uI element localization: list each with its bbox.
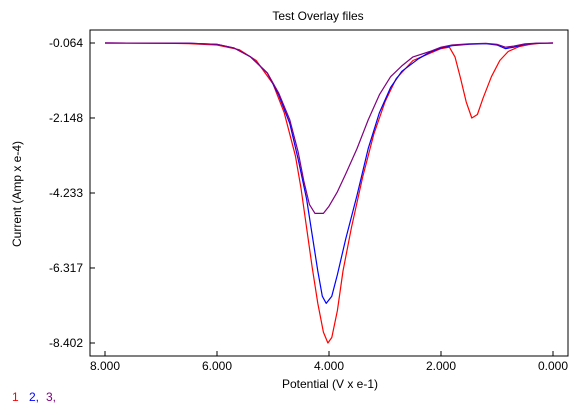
series-line-3: [104, 42, 554, 214]
legend-entry-2: 2,: [29, 390, 39, 404]
x-tick-label: 2.000: [426, 359, 456, 373]
y-tick-label: -0.064: [49, 36, 83, 50]
y-tick-label: -4.233: [49, 186, 83, 200]
x-tick-label: 0.000: [538, 359, 568, 373]
series-line-2: [104, 42, 554, 304]
legend: 1 2, 3,: [12, 390, 56, 404]
chart-title: Test Overlay files: [272, 9, 363, 23]
legend-entry-3: 3,: [46, 390, 56, 404]
y-tick-label: -8.402: [49, 336, 83, 350]
x-tick-label: 4.000: [314, 359, 344, 373]
y-axis: -0.064 -2.148 -4.233 -6.317 -8.402: [49, 36, 95, 350]
y-axis-label: Current (Amp x e-4): [10, 141, 24, 247]
y-tick-label: -6.317: [49, 261, 83, 275]
series-layer: [104, 42, 554, 344]
x-axis: 8.000 6.000 4.000 2.000 0.000: [90, 351, 568, 373]
x-tick-label: 8.000: [90, 359, 120, 373]
y-tick-label: -2.148: [49, 111, 83, 125]
series-line-1: [104, 42, 554, 344]
plot-frame: [89, 29, 569, 357]
x-axis-label: Potential (V x e-1): [282, 377, 378, 391]
x-tick-label: 6.000: [202, 359, 232, 373]
legend-entry-1: 1: [12, 390, 19, 404]
